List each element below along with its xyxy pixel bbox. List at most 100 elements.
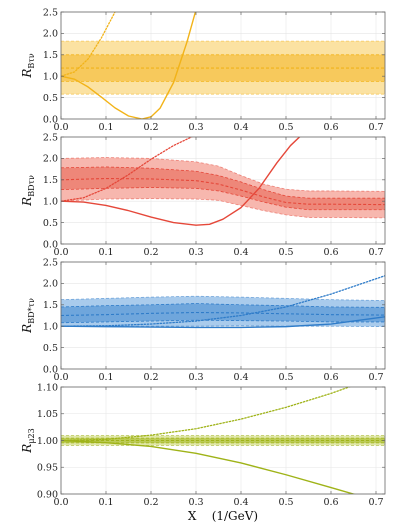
band-inner-upper-edge	[61, 303, 385, 308]
y-tick-label: 2.0	[43, 29, 58, 40]
y-tick-label: 0.95	[37, 463, 58, 474]
axis-ticks: 0.0 0.1 0.2 0.3 0.4 0.5 0.6 0.7 0.90 0.95 1.00 1.05…	[37, 382, 385, 508]
band-inner-lower-edge	[61, 187, 385, 211]
y-tick-label: 2.5	[43, 7, 58, 18]
x-tick-label: 0.4	[233, 372, 248, 383]
y-tick-label: 1.5	[43, 300, 58, 311]
x-tick-label: 0.1	[98, 497, 113, 508]
x-tick-label: 0.1	[98, 122, 113, 133]
y-axis-label: Rμ23	[20, 428, 36, 453]
series-line-dotted	[61, 137, 194, 202]
x-tick-label: 0.2	[143, 372, 158, 383]
x-tick-label: 0.4	[233, 122, 248, 133]
plot-area	[61, 12, 385, 119]
series-line-dotted	[61, 275, 385, 327]
x-tick-label: 0.0	[53, 247, 68, 258]
panel-3: 0.0 0.1 0.2 0.3 0.4 0.5 0.6 0.7 0.0 0.5 1.0 1.5 2.0 2…	[20, 257, 386, 383]
x-tick-label: 0.3	[188, 372, 203, 383]
plot-area	[61, 275, 385, 329]
band-inner-upper-edge	[61, 166, 385, 199]
x-tick-label: 0.7	[368, 122, 383, 133]
axis-ticks: 0.0 0.1 0.2 0.3 0.4 0.5 0.6 0.7 0.0 0.5 1.0 1.5 2.0 2…	[43, 132, 385, 258]
series-line-dotted	[61, 387, 351, 442]
y-tick-label: 1.00	[37, 436, 58, 447]
band-outer-upper-edge	[61, 157, 385, 192]
panel-frame	[60, 136, 386, 245]
x-tick-label: 0.1	[98, 247, 113, 258]
panel-1: 0.0 0.1 0.2 0.3 0.4 0.5 0.6 0.7 0.0 0.5 1.0 1.5 2.0 2…	[20, 7, 386, 133]
x-tick-label: 0.5	[278, 372, 293, 383]
x-tick-label: 0.5	[278, 122, 293, 133]
y-tick-label: 0.0	[43, 114, 58, 125]
x-tick-label: 0.2	[143, 122, 158, 133]
y-tick-label: 0.0	[43, 364, 58, 375]
y-tick-label: 2.5	[43, 257, 58, 268]
x-tick-label: 0.2	[143, 247, 158, 258]
y-axis-label-sub: μ23	[27, 428, 36, 443]
y-tick-label: 1.05	[37, 409, 58, 420]
x-tick-label: 0.6	[323, 372, 338, 383]
y-tick-label: 0.0	[43, 239, 58, 250]
y-tick-label: 1.5	[43, 175, 58, 186]
x-tick-label: 0.7	[368, 372, 383, 383]
y-axis-label-main: R	[20, 444, 34, 454]
y-tick-label: 0.5	[43, 218, 58, 229]
band-central-line	[61, 177, 385, 206]
plot-area	[61, 137, 385, 226]
series-line-solid	[61, 12, 197, 119]
y-tick-label: 1.0	[43, 72, 58, 83]
band-central-line	[61, 311, 385, 317]
x-axis-label: X (1/GeV)	[188, 509, 258, 523]
x-tick-label: 0.7	[368, 497, 383, 508]
y-axis-label: RBD*τν	[20, 298, 36, 334]
x-tick-label: 0.0	[53, 372, 68, 383]
axis-ticks: 0.0 0.1 0.2 0.3 0.4 0.5 0.6 0.7 0.0 0.5 1.0 1.5 2.0 2…	[43, 257, 385, 383]
y-axis-label-sub: Bτν	[27, 53, 36, 68]
band-inner	[61, 166, 385, 210]
x-tick-label: 0.1	[98, 372, 113, 383]
y-tick-label: 2.5	[43, 132, 58, 143]
series-line-dotted	[61, 12, 116, 77]
x-tick-label: 0.6	[323, 122, 338, 133]
series-line-solid	[61, 137, 301, 226]
axis-ticks: 0.0 0.1 0.2 0.3 0.4 0.5 0.6 0.7 0.0 0.5 1.0 1.5 2.0 2…	[43, 7, 385, 133]
x-tick-label: 0.6	[323, 247, 338, 258]
x-tick-label: 0.5	[278, 497, 293, 508]
panel-frame	[60, 261, 386, 370]
y-tick-label: 1.10	[37, 382, 58, 393]
y-tick-label: 0.5	[43, 93, 58, 104]
y-tick-label: 1.0	[43, 322, 58, 333]
series-line-solid	[61, 439, 356, 494]
x-tick-label: 0.3	[188, 497, 203, 508]
y-axis-label: RBτν	[20, 53, 36, 78]
y-tick-label: 0.90	[37, 489, 58, 500]
y-axis-label-main: R	[20, 69, 34, 79]
y-tick-label: 0.5	[43, 343, 58, 354]
x-tick-label: 0.0	[53, 122, 68, 133]
x-tick-label: 0.3	[188, 122, 203, 133]
panel-frame	[60, 11, 386, 120]
y-axis-label-main: R	[20, 324, 34, 334]
y-axis-label-sub: BD*τν	[27, 298, 36, 324]
y-tick-label: 2.0	[43, 279, 58, 290]
band-outer-lower-edge	[61, 198, 385, 219]
x-tick-label: 0.3	[188, 247, 203, 258]
x-tick-label: 0.6	[323, 497, 338, 508]
band-outer-upper-edge	[61, 295, 385, 301]
x-tick-label: 0.4	[233, 497, 248, 508]
x-tick-label: 0.4	[233, 247, 248, 258]
y-axis-label-sub: BDτν	[27, 175, 36, 197]
y-axis-label-main: R	[20, 197, 34, 207]
series-line-solid	[61, 316, 385, 329]
x-tick-label: 0.5	[278, 247, 293, 258]
x-tick-label: 0.2	[143, 497, 158, 508]
y-tick-label: 2.0	[43, 154, 58, 165]
panel-4: 0.0 0.1 0.2 0.3 0.4 0.5 0.6 0.7 0.90 0.95 1.00 1.05…	[20, 382, 386, 523]
panel-2: 0.0 0.1 0.2 0.3 0.4 0.5 0.6 0.7 0.0 0.5 1.0 1.5 2.0 2…	[20, 132, 386, 258]
band-inner-lower-edge	[61, 319, 385, 324]
plot-area	[61, 387, 385, 494]
x-tick-label: 0.7	[368, 247, 383, 258]
y-tick-label: 1.0	[43, 197, 58, 208]
y-tick-label: 1.5	[43, 50, 58, 61]
